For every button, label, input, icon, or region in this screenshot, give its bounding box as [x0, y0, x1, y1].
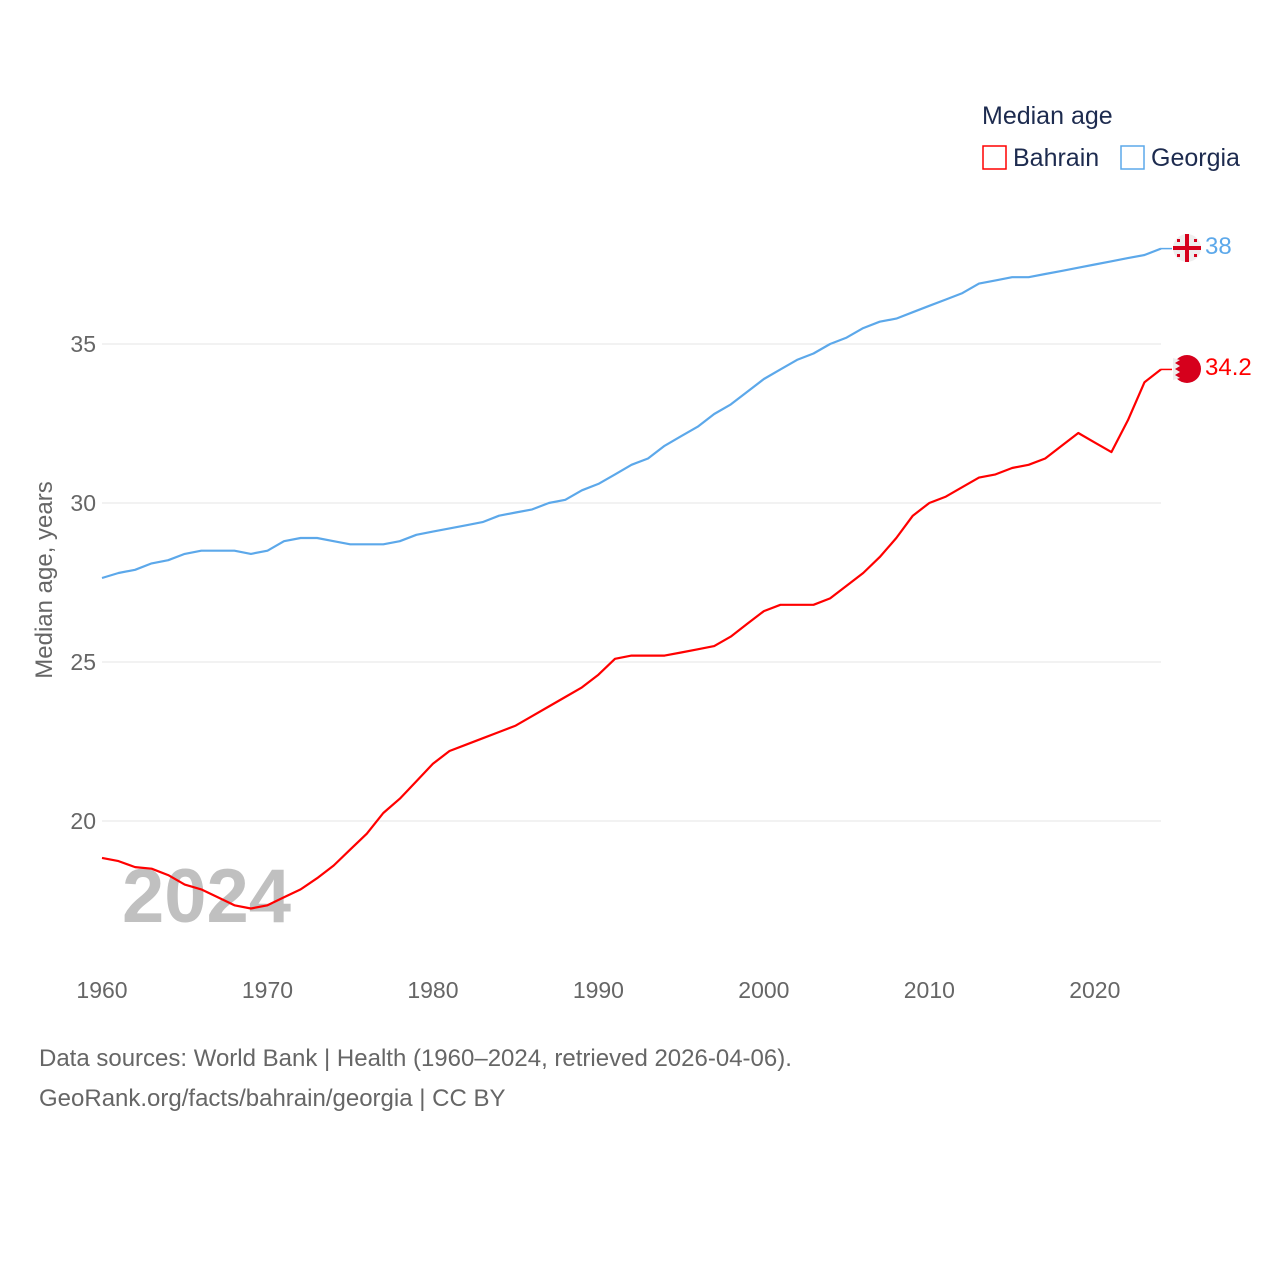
georgia-flag-icon: [1173, 234, 1201, 262]
series-line-georgia: [101, 247, 1162, 580]
y-tick-label-20: 20: [70, 808, 96, 834]
legend-label-bahrain: Bahrain: [1013, 144, 1099, 172]
bahrain-flag-icon: [1173, 355, 1201, 383]
legend-item-bahrain[interactable]: Bahrain: [982, 144, 1099, 172]
legend-swatch-georgia: [1120, 145, 1145, 170]
legend-item-georgia[interactable]: Georgia: [1120, 144, 1240, 172]
legend-label-georgia: Georgia: [1151, 144, 1240, 172]
legend-title: Median age: [982, 102, 1113, 130]
x-tick-label-1960: 1960: [76, 977, 127, 1003]
x-tick-label-1990: 1990: [573, 977, 624, 1003]
x-ticks: 1960 1970 1980 1990 2000 2010 2020: [76, 977, 1120, 1003]
x-tick-label-2000: 2000: [738, 977, 789, 1003]
grid: 20 25 30 35: [70, 331, 1161, 834]
year-watermark: 2024: [122, 854, 291, 939]
data-source-text: Data sources: World Bank | Health (1960–…: [39, 1045, 792, 1072]
y-tick-label-30: 30: [70, 490, 96, 516]
y-tick-label-35: 35: [70, 331, 96, 357]
x-tick-label-1970: 1970: [242, 977, 293, 1003]
legend-swatch-bahrain: [982, 145, 1007, 170]
series-lines: [101, 247, 1172, 910]
georgia-end-label: 38: [1205, 233, 1232, 260]
x-tick-label-1980: 1980: [407, 977, 458, 1003]
y-tick-label-25: 25: [70, 649, 96, 675]
x-tick-label-2010: 2010: [904, 977, 955, 1003]
attribution-link[interactable]: GeoRank.org/facts/bahrain/georgia | CC B…: [39, 1085, 506, 1112]
x-tick-label-2020: 2020: [1069, 977, 1120, 1003]
y-axis-label: Median age, years: [31, 481, 58, 678]
bahrain-end-label: 34.2: [1205, 354, 1252, 381]
series-line-bahrain: [101, 368, 1162, 910]
